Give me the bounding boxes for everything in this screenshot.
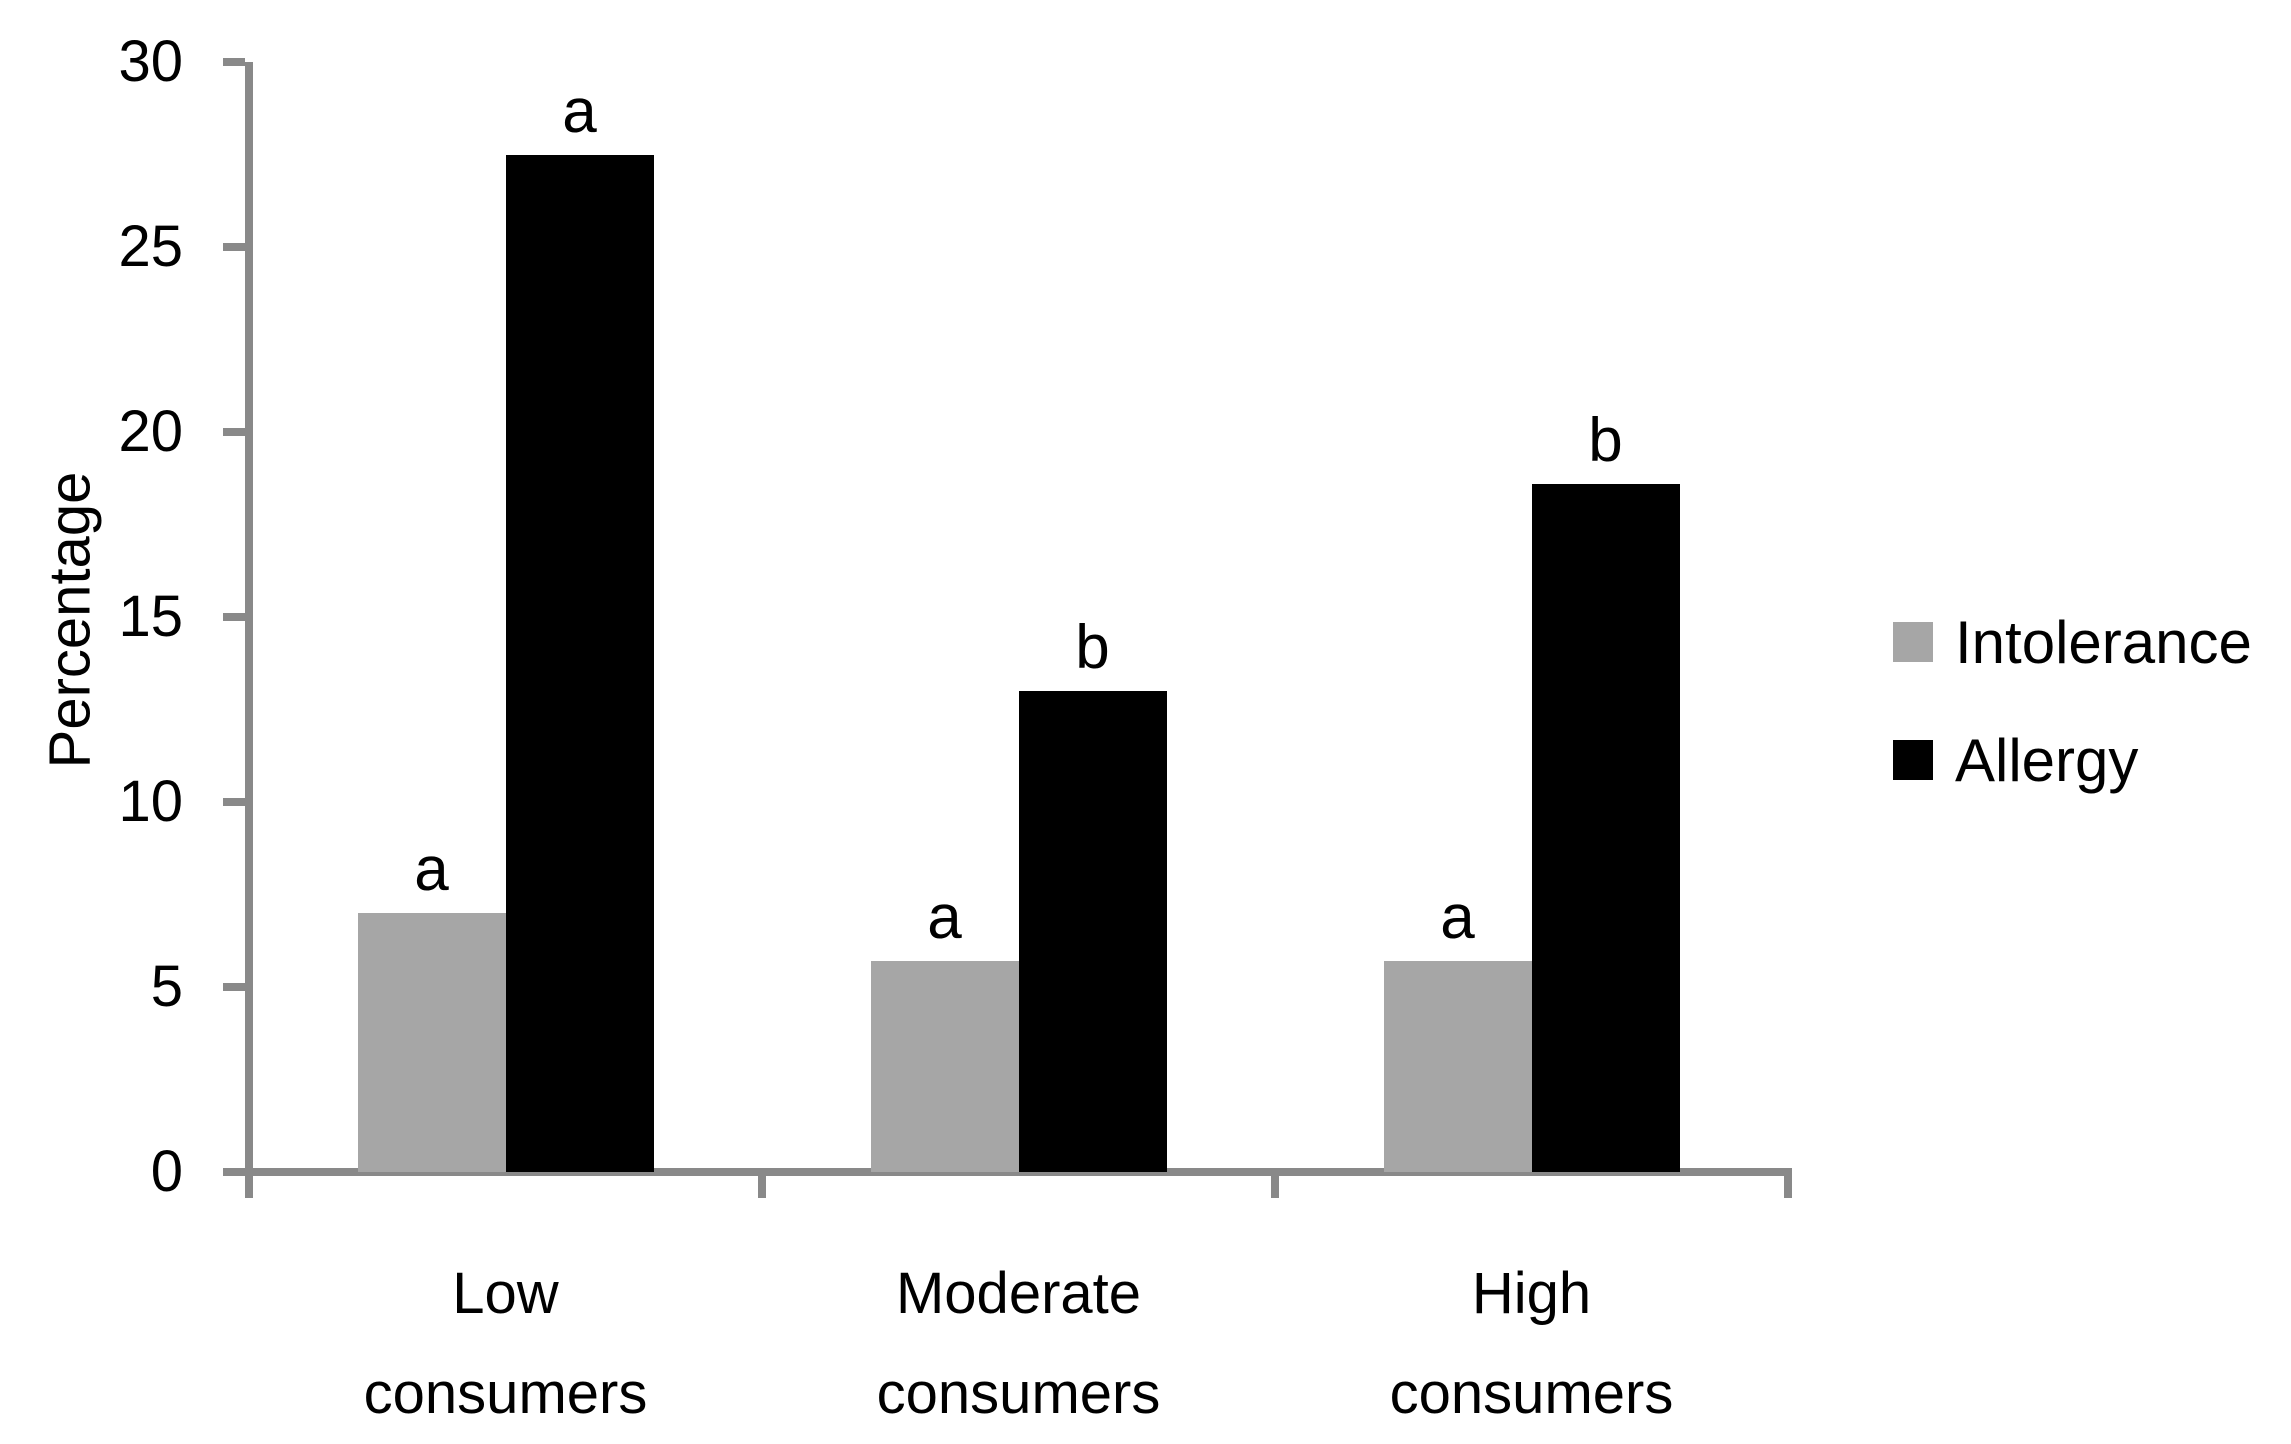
allergy-bar: b xyxy=(1531,409,1680,1172)
allergy-bar: b xyxy=(1018,617,1167,1172)
intolerance-bar: a xyxy=(357,839,506,1172)
y-tick-label: 25 xyxy=(118,214,183,279)
y-tick-label: 5 xyxy=(150,954,183,1019)
intolerance-bar: a xyxy=(1383,887,1532,1172)
x-axis-label-low-consumers: Low consumers xyxy=(363,1261,648,1426)
y-tick-label: 10 xyxy=(118,769,183,834)
bar-groups: a a Low consumers a b Moderate consumers a b High c… xyxy=(249,62,1788,1426)
y-tick-label: 0 xyxy=(150,1139,183,1204)
significance-letter: a xyxy=(927,883,962,953)
x-axis-label-high-consumers: High consumers xyxy=(1389,1261,1674,1426)
legend: Intolerance Allergy xyxy=(1893,606,2252,842)
y-tick xyxy=(223,1168,245,1176)
x-axis-boundary-tick xyxy=(757,1176,766,1198)
y-tick-label: 30 xyxy=(118,29,183,94)
legend-item-intolerance: Intolerance xyxy=(1893,606,2252,678)
significance-letter: a xyxy=(562,76,597,146)
allergy-bar: a xyxy=(505,80,654,1172)
y-axis-line xyxy=(245,62,253,1198)
plot-area: a a Low consumers a b Moderate consumers a b High c… xyxy=(118,33,1792,1426)
y-tick xyxy=(223,613,245,621)
significance-letter: b xyxy=(1075,613,1110,682)
category-group-moderate-consumers: a b Moderate consumers xyxy=(762,62,1275,1426)
y-tick xyxy=(223,428,245,436)
x-axis-label-moderate-consumers: Moderate consumers xyxy=(876,1261,1161,1426)
intolerance-swatch-icon xyxy=(1893,622,1933,662)
y-tick-label: 20 xyxy=(118,399,183,464)
category-group-high-consumers: a b High consumers xyxy=(1275,62,1788,1426)
grouped-bar-chart: Percentage a a Low consumers a b Moderate consu… xyxy=(37,33,2252,1427)
y-tick-label: 15 xyxy=(118,584,183,649)
legend-item-allergy: Allergy xyxy=(1893,724,2252,796)
x-axis-boundary-tick xyxy=(1784,1176,1792,1198)
y-tick xyxy=(223,243,245,251)
legend-label-allergy: Allergy xyxy=(1955,726,2139,794)
allergy-swatch-icon xyxy=(1893,740,1933,780)
legend-label-intolerance: Intolerance xyxy=(1955,608,2252,676)
significance-letter: a xyxy=(414,835,449,904)
significance-letter: a xyxy=(1440,883,1475,953)
significance-letter: b xyxy=(1588,405,1623,475)
y-tick xyxy=(223,983,245,991)
y-axis-title: Percentage xyxy=(37,471,103,769)
y-tick xyxy=(223,798,245,806)
category-group-low-consumers: a a Low consumers xyxy=(249,62,762,1426)
x-axis-boundary-tick xyxy=(1270,1176,1279,1198)
x-axis-line xyxy=(245,1168,1792,1176)
intolerance-bar: a xyxy=(870,887,1019,1172)
y-tick xyxy=(223,58,245,66)
